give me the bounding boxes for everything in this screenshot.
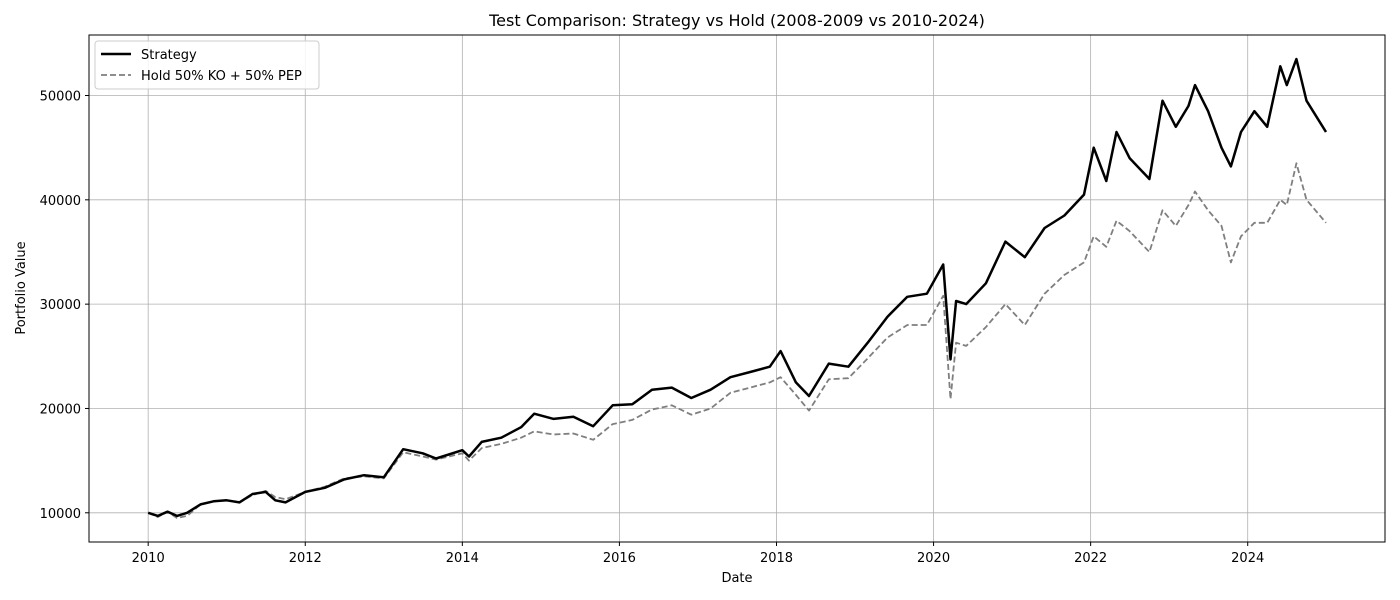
x-tick-label: 2010 — [132, 551, 165, 566]
y-axis-label: Portfolio Value — [14, 241, 29, 334]
x-tick-label: 2024 — [1231, 551, 1264, 566]
series-lines — [147, 57, 1328, 519]
series-line-strategy — [147, 57, 1328, 518]
x-tick-label: 2014 — [446, 551, 479, 566]
x-tick-label: 2016 — [603, 551, 636, 566]
chart-title: Test Comparison: Strategy vs Hold (2008-… — [488, 11, 985, 30]
x-tick-label: 2018 — [760, 551, 793, 566]
y-tick-label: 10000 — [40, 507, 81, 522]
y-tick-label: 50000 — [40, 90, 81, 105]
y-tick-label: 20000 — [40, 402, 81, 417]
plot-area — [89, 35, 1385, 542]
x-tick-label: 2022 — [1074, 551, 1107, 566]
x-tick-label: 2020 — [917, 551, 950, 566]
legend-label-strategy: Strategy — [141, 48, 197, 63]
plot-frame — [88, 34, 1386, 543]
legend-label-hold: Hold 50% KO + 50% PEP — [141, 69, 302, 84]
legend: Strategy Hold 50% KO + 50% PEP — [94, 40, 320, 90]
x-tick-label: 2012 — [289, 551, 322, 566]
y-tick-label: 30000 — [40, 298, 81, 313]
axis-ticks: 2010 2012 2014 2016 2018 2020 2022 2024 10000 200… — [40, 90, 1265, 566]
series-line-hold — [147, 162, 1327, 519]
x-axis-label: Date — [721, 571, 752, 586]
legend-frame — [94, 40, 320, 90]
y-tick-label: 40000 — [40, 194, 81, 209]
